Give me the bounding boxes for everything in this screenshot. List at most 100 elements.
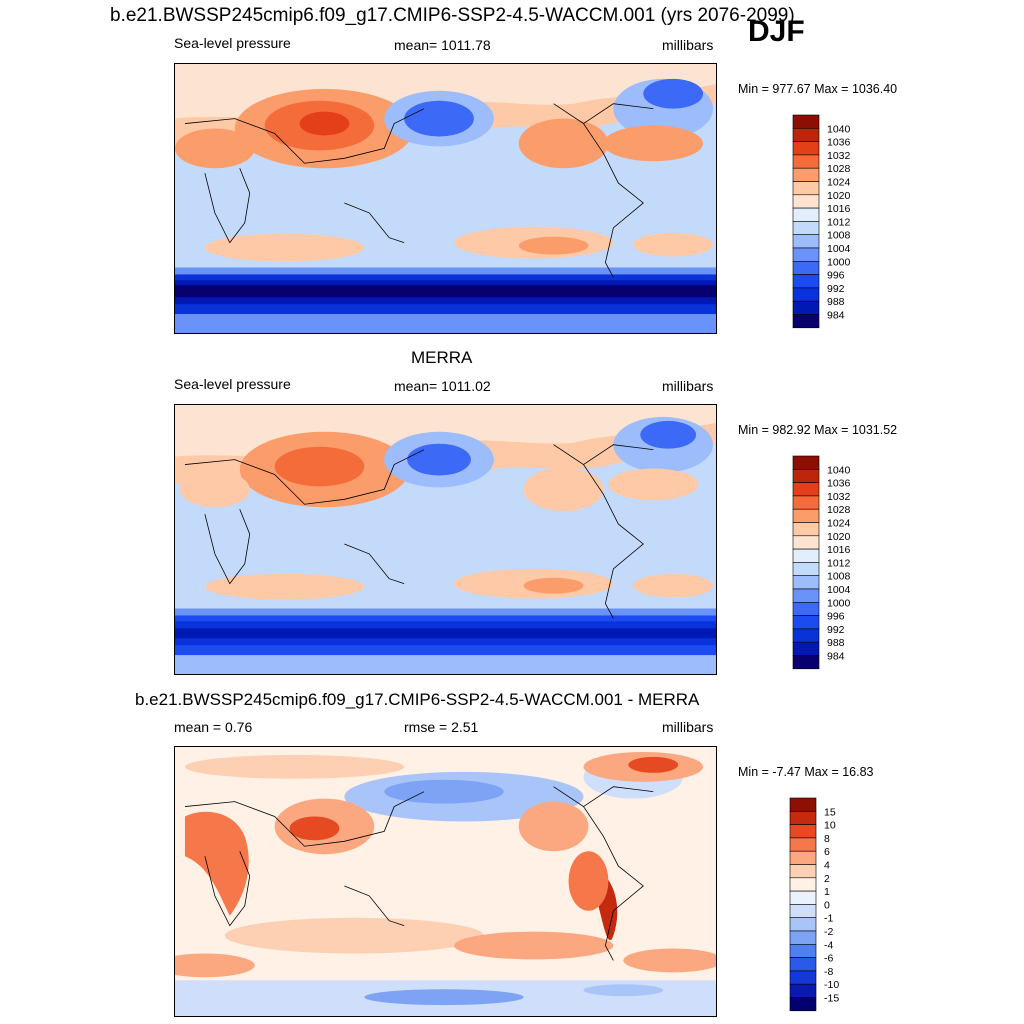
panel1-colorbar-tick-label: 1040 bbox=[827, 123, 851, 135]
panel2-colorbar-tick-label: 1020 bbox=[827, 531, 851, 543]
panel3-colorbar-box bbox=[789, 837, 817, 852]
panel3-colorbar-box bbox=[789, 864, 817, 879]
panel3-colorbar-box bbox=[789, 917, 817, 932]
panel2-colorbar-tick-label: 1016 bbox=[827, 544, 851, 556]
panel2-colorbar-box bbox=[792, 588, 820, 603]
panel1-colorbar-box bbox=[792, 234, 820, 249]
panel1-colorbar-box bbox=[792, 181, 820, 196]
panel2-colorbar-box bbox=[792, 548, 820, 563]
panel3-units: millibars bbox=[662, 719, 714, 735]
merra-slp-field bbox=[175, 405, 716, 674]
panel1-colorbar-tick-label: 1012 bbox=[827, 216, 851, 228]
panel3-colorbar-box bbox=[789, 904, 817, 919]
panel2-colorbar-box bbox=[792, 455, 820, 470]
panel1-colorbar-tick-label: 1020 bbox=[827, 190, 851, 202]
panel1-colorbar-box bbox=[792, 128, 820, 142]
panel1-variable: Sea-level pressure bbox=[174, 35, 291, 51]
panel3-colorbar-tick-label: 4 bbox=[824, 860, 830, 872]
panel3-colorbar-tick-label: -6 bbox=[824, 953, 833, 965]
panel3-minmax: Min = -7.47 Max = 16.83 bbox=[738, 765, 874, 779]
model-slp-field bbox=[175, 64, 716, 333]
panel1-colorbar-box bbox=[792, 221, 820, 236]
panel1-colorbar-tick-label: 1036 bbox=[827, 137, 851, 149]
panel1-minmax: Min = 977.67 Max = 1036.40 bbox=[738, 82, 898, 96]
panel1-colorbar-box bbox=[792, 274, 820, 289]
panel1-colorbar-box bbox=[792, 261, 820, 275]
panel3-colorbar-tick-label: 15 bbox=[824, 806, 836, 818]
panel3-colorbar-tick-label: 10 bbox=[824, 820, 836, 832]
panel2-colorbar-tick-label: 1032 bbox=[827, 491, 851, 503]
panel1-colorbar-tick-label: 992 bbox=[827, 283, 845, 295]
panel1-colorbar-box bbox=[792, 141, 820, 156]
panel2-colorbar-box bbox=[792, 641, 820, 656]
panel1-colorbar-box bbox=[792, 167, 820, 182]
panel2-colorbar-box bbox=[792, 469, 820, 483]
panel2-colorbar-tick-label: 1000 bbox=[827, 597, 851, 609]
panel2-title: MERRA bbox=[411, 348, 473, 367]
panel2-variable: Sea-level pressure bbox=[174, 376, 291, 392]
panel1-colorbar-box bbox=[792, 247, 820, 262]
panel3-colorbar: 15 10 8 6 4 2 1 0 -1 -2 -4 -6 -8 -10 -15 bbox=[789, 797, 880, 1013]
panel3-mean: mean = 0.76 bbox=[174, 719, 253, 735]
panel3-colorbar-tick-label: -4 bbox=[824, 939, 833, 951]
panel3-colorbar-box bbox=[789, 957, 817, 972]
panel2-colorbar-tick-label: 996 bbox=[827, 611, 845, 623]
panel3-colorbar-box bbox=[789, 890, 817, 905]
panel3-colorbar-box bbox=[789, 797, 817, 812]
panel1-colorbar-tick-label: 1024 bbox=[827, 177, 851, 189]
panel2-colorbar-tick-label: 988 bbox=[827, 637, 845, 649]
panel2-colorbar-tick-label: 1024 bbox=[827, 518, 851, 530]
panel1-colorbar-tick-label: 984 bbox=[827, 310, 845, 322]
panel3-colorbar-tick-label: 2 bbox=[824, 873, 830, 885]
panel3-colorbar-box bbox=[789, 930, 817, 945]
difference-map bbox=[174, 746, 717, 1017]
merra-slp-map bbox=[174, 404, 717, 675]
panel3-colorbar-box bbox=[789, 850, 817, 865]
panel1-colorbar-box bbox=[792, 114, 820, 129]
panel2-colorbar-box bbox=[792, 562, 820, 577]
panel3-colorbar-tick-label: 1 bbox=[824, 886, 830, 898]
panel3-colorbar-box bbox=[789, 811, 817, 825]
panel2-colorbar-box bbox=[792, 628, 820, 643]
panel1-colorbar-tick-label: 1004 bbox=[827, 243, 851, 255]
panel1-units: millibars bbox=[662, 37, 714, 53]
panel1-colorbar-box bbox=[792, 154, 820, 169]
panel3-colorbar-tick-label: 8 bbox=[824, 833, 830, 845]
panel3-title: b.e21.BWSSP245cmip6.f09_g17.CMIP6-SSP2-4… bbox=[135, 690, 700, 709]
panel2-colorbar-tick-label: 1040 bbox=[827, 464, 851, 476]
panel2-units: millibars bbox=[662, 378, 714, 394]
panel1-colorbar-box bbox=[792, 314, 820, 329]
panel1-colorbar-tick-label: 1032 bbox=[827, 150, 851, 162]
panel1-colorbar-tick-label: 996 bbox=[827, 270, 845, 282]
panel2-minmax: Min = 982.92 Max = 1031.52 bbox=[738, 423, 898, 437]
panel2-mean: mean= 1011.02 bbox=[394, 378, 491, 394]
panel1-colorbar-box bbox=[792, 194, 820, 209]
panel2-colorbar-tick-label: 984 bbox=[827, 651, 845, 663]
panel3-colorbar-tick-label: -2 bbox=[824, 926, 833, 938]
panel1-colorbar-box bbox=[792, 287, 820, 302]
panel1-colorbar-box bbox=[792, 300, 820, 315]
panel1-mean: mean= 1011.78 bbox=[394, 37, 491, 53]
panel3-colorbar-tick-label: -15 bbox=[824, 993, 839, 1005]
panel3-colorbar-tick-label: -10 bbox=[824, 979, 839, 991]
panel3-colorbar-tick-label: -1 bbox=[824, 913, 833, 925]
panel2-colorbar-box bbox=[792, 495, 820, 510]
panel2-colorbar-tick-label: 1028 bbox=[827, 504, 851, 516]
panel1-colorbar: 1040 1036 1032 1028 1024 1020 1016 1012 1008 1004… bbox=[792, 114, 883, 330]
figure-title: b.e21.BWSSP245cmip6.f09_g17.CMIP6-SSP2-4… bbox=[110, 5, 795, 26]
panel2-colorbar-box bbox=[792, 602, 820, 616]
panel1-colorbar-tick-label: 1028 bbox=[827, 163, 851, 175]
panel3-rmse: rmse = 2.51 bbox=[404, 719, 479, 735]
panel3-colorbar-tick-label: 0 bbox=[824, 899, 830, 911]
panel2-colorbar: 1040 1036 1032 1028 1024 1020 1016 1012 1008 1004… bbox=[792, 455, 883, 671]
panel2-colorbar-box bbox=[792, 655, 820, 670]
panel3-colorbar-box bbox=[789, 877, 817, 892]
panel3-colorbar-box bbox=[789, 970, 817, 985]
panel2-colorbar-box bbox=[792, 615, 820, 630]
panel1-colorbar-tick-label: 1008 bbox=[827, 230, 851, 242]
panel2-colorbar-tick-label: 1004 bbox=[827, 584, 851, 596]
panel2-colorbar-tick-label: 1012 bbox=[827, 557, 851, 569]
